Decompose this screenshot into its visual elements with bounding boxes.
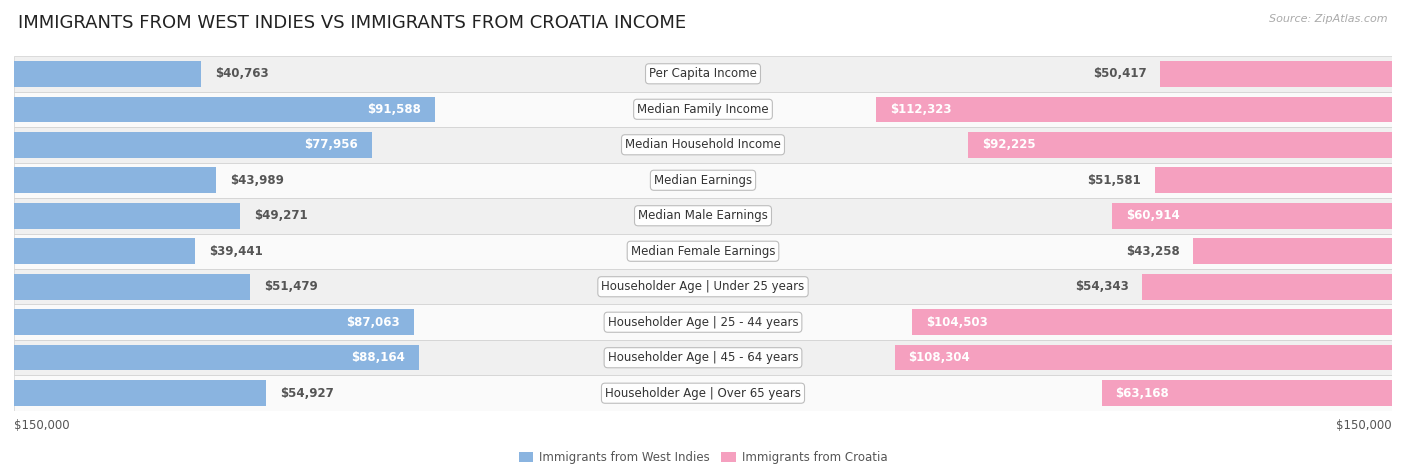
Bar: [14, 304, 1392, 340]
Bar: [14, 97, 434, 122]
Text: Median Family Income: Median Family Income: [637, 103, 769, 116]
Text: Median Male Earnings: Median Male Earnings: [638, 209, 768, 222]
Bar: [14, 168, 217, 193]
Text: Householder Age | 25 - 44 years: Householder Age | 25 - 44 years: [607, 316, 799, 329]
Bar: [14, 381, 266, 406]
Text: $54,343: $54,343: [1074, 280, 1129, 293]
Text: Householder Age | Under 25 years: Householder Age | Under 25 years: [602, 280, 804, 293]
Bar: [14, 310, 413, 335]
Bar: [14, 203, 240, 228]
Bar: [894, 345, 1392, 370]
Bar: [912, 310, 1392, 335]
Text: $91,588: $91,588: [367, 103, 420, 116]
Text: $40,763: $40,763: [215, 67, 269, 80]
Legend: Immigrants from West Indies, Immigrants from Croatia: Immigrants from West Indies, Immigrants …: [515, 446, 891, 467]
Text: Median Earnings: Median Earnings: [654, 174, 752, 187]
Bar: [969, 132, 1392, 157]
Text: $88,164: $88,164: [352, 351, 405, 364]
Text: $92,225: $92,225: [983, 138, 1036, 151]
Bar: [14, 340, 1392, 375]
Text: $87,063: $87,063: [346, 316, 401, 329]
Text: Median Female Earnings: Median Female Earnings: [631, 245, 775, 258]
Bar: [14, 274, 250, 299]
Bar: [1156, 168, 1392, 193]
Text: $39,441: $39,441: [209, 245, 263, 258]
Text: $150,000: $150,000: [1336, 419, 1392, 432]
Bar: [14, 127, 1392, 163]
Text: $104,503: $104,503: [925, 316, 987, 329]
Bar: [14, 345, 419, 370]
Text: $50,417: $50,417: [1092, 67, 1147, 80]
Bar: [14, 92, 1392, 127]
Bar: [14, 375, 1392, 411]
Bar: [14, 269, 1392, 304]
Bar: [1142, 274, 1392, 299]
Bar: [14, 132, 373, 157]
Text: $60,914: $60,914: [1126, 209, 1180, 222]
Bar: [1160, 61, 1392, 86]
Bar: [1194, 239, 1392, 264]
Text: $43,989: $43,989: [229, 174, 284, 187]
Bar: [1112, 203, 1392, 228]
Bar: [14, 198, 1392, 234]
Bar: [14, 61, 201, 86]
Text: $51,479: $51,479: [264, 280, 318, 293]
Text: $63,168: $63,168: [1115, 387, 1170, 400]
Bar: [14, 56, 1392, 92]
Text: Householder Age | Over 65 years: Householder Age | Over 65 years: [605, 387, 801, 400]
Text: $77,956: $77,956: [305, 138, 359, 151]
Bar: [876, 97, 1392, 122]
Text: $51,581: $51,581: [1087, 174, 1142, 187]
Bar: [14, 234, 1392, 269]
Bar: [1102, 381, 1392, 406]
Bar: [14, 239, 195, 264]
Text: Per Capita Income: Per Capita Income: [650, 67, 756, 80]
Text: IMMIGRANTS FROM WEST INDIES VS IMMIGRANTS FROM CROATIA INCOME: IMMIGRANTS FROM WEST INDIES VS IMMIGRANT…: [18, 14, 686, 32]
Bar: [14, 163, 1392, 198]
Text: $43,258: $43,258: [1126, 245, 1180, 258]
Text: $54,927: $54,927: [280, 387, 333, 400]
Text: Median Household Income: Median Household Income: [626, 138, 780, 151]
Text: $49,271: $49,271: [254, 209, 308, 222]
Text: $108,304: $108,304: [908, 351, 970, 364]
Text: $150,000: $150,000: [14, 419, 70, 432]
Text: Source: ZipAtlas.com: Source: ZipAtlas.com: [1270, 14, 1388, 24]
Text: $112,323: $112,323: [890, 103, 952, 116]
Text: Householder Age | 45 - 64 years: Householder Age | 45 - 64 years: [607, 351, 799, 364]
